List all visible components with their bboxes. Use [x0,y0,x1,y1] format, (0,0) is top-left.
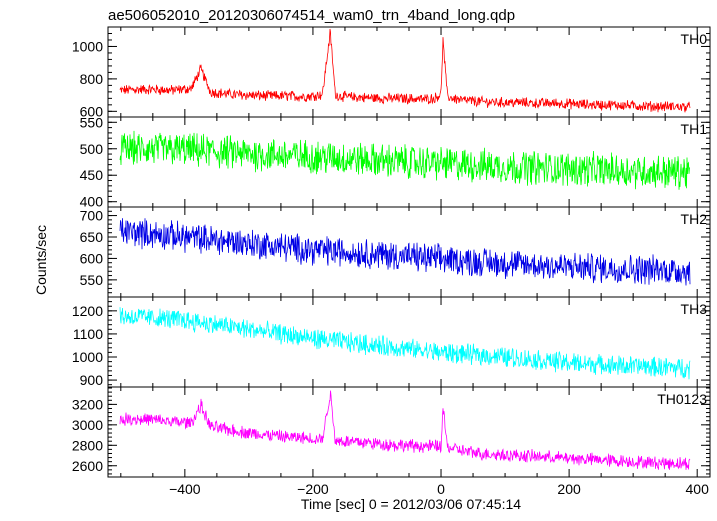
y-tick-label: 600 [80,103,104,119]
panel-th3: 900 1000 1100 1200 TH3 [72,296,711,388]
y-tick-label: 800 [80,71,104,87]
y-tick-label: 1100 [73,326,103,342]
y-axis-title: Counts/sec [33,225,49,295]
y-tick-label: 1200 [72,303,103,319]
series-line-th2 [119,218,691,286]
y-tick-label: 600 [80,250,104,266]
panel-th0: 600 800 1000 TH0 [72,26,711,119]
series-label: TH2 [681,211,708,227]
y-tick-label: 900 [80,372,104,388]
x-tick-label: −400 [169,481,201,497]
x-tick-label: −200 [297,481,329,497]
series-line-th3 [119,307,691,380]
series-line-th1 [119,130,690,190]
y-tick-label: 400 [80,194,104,210]
x-tick-label: 0 [437,481,445,497]
x-axis-title: Time [sec] 0 = 2012/03/06 07:45:14 [301,496,521,512]
y-tick-label: 500 [80,141,104,157]
y-tick-label: 1000 [72,38,103,54]
y-tick-label: 3200 [72,396,103,412]
y-tick-label: 2600 [72,458,103,474]
series-label: TH0123 [657,391,707,407]
series-line-th0123 [119,390,691,470]
series-label: TH1 [681,121,708,137]
y-tick-label: 550 [80,114,104,130]
panel-th0123: 2600 2800 3000 3200 TH0123 [72,386,711,478]
series-line-th0 [119,28,691,113]
y-tick-label: 550 [80,272,104,288]
x-tick-label: 200 [557,481,581,497]
series-label: TH3 [681,301,708,317]
x-tick-label: 400 [686,481,710,497]
y-tick-label: 450 [80,167,104,183]
panel-th2: 550 600 650 700 TH2 [80,206,711,298]
chart-title: ae506052010_20120306074514_wam0_trn_4ban… [108,7,515,24]
panel-th1: 400 450 500 550 TH1 [80,114,711,210]
y-tick-label: 650 [80,229,104,245]
series-label: TH0 [681,31,708,47]
y-tick-label: 2800 [72,437,103,453]
y-tick-label: 1000 [72,349,103,365]
y-tick-label: 700 [80,208,104,224]
y-tick-label: 3000 [72,417,103,433]
